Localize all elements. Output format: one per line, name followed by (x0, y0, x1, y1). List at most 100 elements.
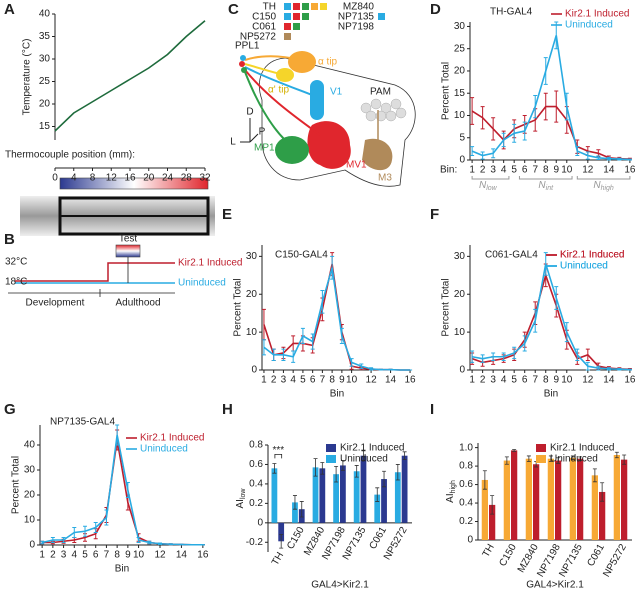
error-bar (617, 157, 622, 161)
x-tick-label: 2 (271, 375, 277, 386)
x-tick-label: 9 (339, 375, 345, 386)
y-tick-label: 30 (39, 54, 51, 65)
error-bar (340, 460, 345, 471)
error-bar (596, 155, 601, 161)
error-bar (575, 146, 580, 157)
y-tick-label: 25 (454, 43, 466, 54)
line-name: NP7135 (338, 12, 375, 23)
bar (319, 468, 326, 523)
error-bar (369, 367, 374, 371)
legend-label: Kir2.1 Induced (340, 443, 405, 454)
x-tick-label: 12 (154, 550, 166, 561)
bin-group-label-main: N (593, 180, 601, 191)
error-bar (578, 456, 583, 461)
error-bar (575, 348, 580, 362)
x-tick-label: 14 (385, 375, 397, 386)
error-bar (395, 464, 400, 481)
x-tick-label: 12 (582, 165, 594, 176)
error-bar (480, 354, 485, 363)
x-tick-label: 8 (329, 375, 335, 386)
x-tick-label: C061 (368, 525, 390, 552)
y-tick-label: 10 (24, 515, 36, 526)
bar (503, 460, 510, 540)
line-legend (284, 3, 385, 40)
bar (511, 450, 518, 540)
legend-label: Kir2.1 Induced (550, 443, 615, 454)
error-bar (627, 158, 632, 161)
panel-label: I (430, 401, 434, 418)
legend-label: Kir2.1 Induced (560, 250, 625, 261)
mp1 (275, 136, 309, 164)
y-tick-label: 20 (246, 289, 258, 300)
y-axis-label: Percent Total (441, 278, 452, 336)
y-axis-label: Temperature (°C) (22, 39, 33, 116)
error-bar (292, 495, 297, 510)
y-tick-label: 30 (246, 251, 258, 262)
error-bar (543, 57, 548, 85)
error-bar (543, 92, 548, 121)
error-bar (83, 525, 87, 537)
legend-label: Uninduced (140, 444, 188, 455)
x-tick-label: TH (270, 550, 286, 567)
error-bar (501, 132, 506, 148)
line-name: MZ840 (343, 2, 375, 13)
error-bar (554, 286, 559, 310)
bar (381, 479, 387, 523)
error-bar (490, 495, 495, 515)
y-tick-label: 15 (454, 88, 466, 99)
data-line (263, 263, 411, 371)
x-tick-label: 7 (104, 550, 110, 561)
y-tick-label: 0.4 (249, 479, 263, 490)
error-bar (512, 346, 517, 360)
y-tick-label: 0 (29, 540, 35, 551)
data-line (54, 20, 206, 132)
y-tick-label: 20 (454, 289, 466, 300)
error-bar (261, 339, 266, 356)
error-bar (272, 463, 277, 474)
error-bar (470, 146, 475, 157)
bin-group-label: Nhigh (593, 180, 614, 192)
legend-swatch (536, 455, 546, 463)
v1 (310, 80, 324, 120)
x-tick-label: 10 (561, 375, 573, 386)
bin-group-label-main: N (479, 180, 487, 191)
error-bar (501, 352, 506, 362)
test-label: Test (119, 234, 138, 245)
panel-label: D (430, 1, 441, 18)
x-tick-label: 10 (561, 165, 573, 176)
x-axis-label: Bin: (440, 165, 457, 176)
x-tick-label: 7 (532, 165, 538, 176)
bin-group-label-main: N (538, 180, 546, 191)
line-name: C061 (252, 22, 276, 33)
error-bar (402, 451, 407, 460)
bar (613, 455, 620, 540)
error-bar (570, 455, 575, 461)
error-bar (190, 544, 195, 546)
error-bar (375, 487, 380, 502)
x-tick-label: 32 (199, 173, 211, 184)
legend-label: Uninduced (340, 454, 388, 465)
y-tick-label: 30 (454, 251, 466, 262)
chart-title: TH-GAL4 (490, 7, 533, 18)
x-tick-label: 6 (310, 375, 316, 386)
x-tick-label: 1 (39, 550, 45, 561)
error-bar (512, 123, 517, 143)
data-line (41, 434, 203, 546)
error-bar (522, 335, 527, 352)
x-tick-label: 6 (93, 550, 99, 561)
error-bar (533, 94, 538, 119)
induced-label: Kir2.1 Induced (178, 258, 243, 269)
error-bar (136, 537, 141, 543)
y-tick-label: 0 (251, 365, 257, 376)
error-bar (339, 327, 344, 344)
region-label: V1 (330, 87, 343, 98)
region-label: α' tip (268, 85, 289, 96)
x-tick-label: 3 (61, 550, 67, 561)
error-bar (606, 156, 611, 161)
x-tick-label: 3 (490, 375, 496, 386)
error-bar (271, 348, 276, 362)
bin-group-bracket (576, 176, 631, 180)
low-temp-label: 18°C (5, 277, 27, 288)
x-tick-label: 7 (532, 375, 538, 386)
